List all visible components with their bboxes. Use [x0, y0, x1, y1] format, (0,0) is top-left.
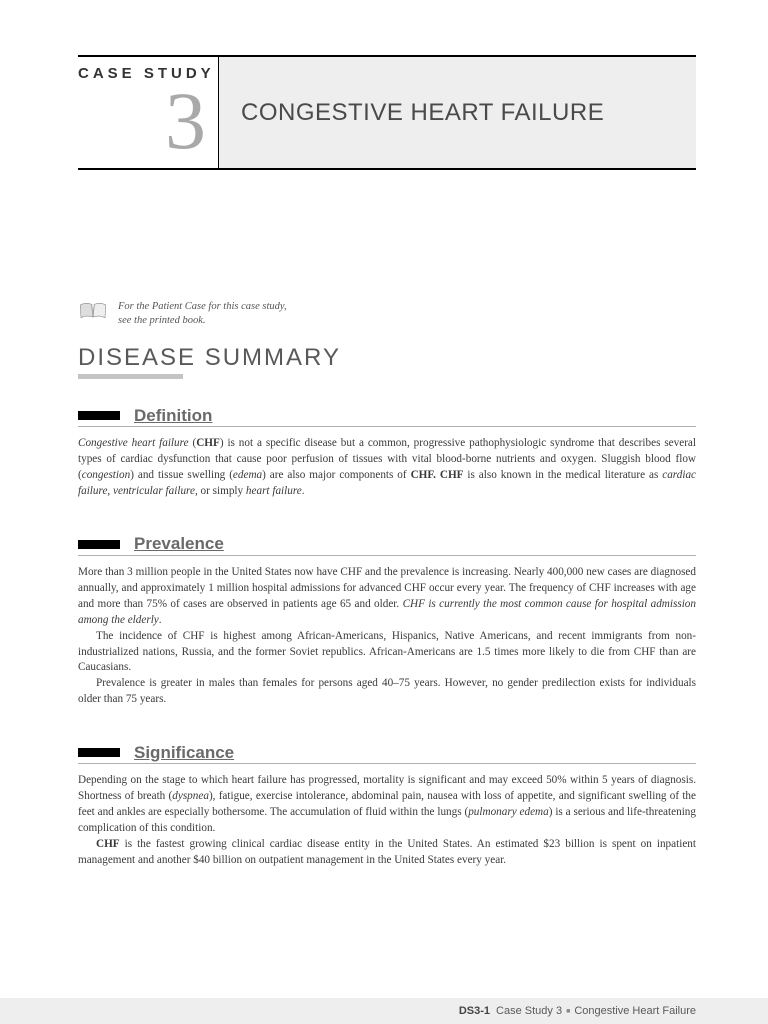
section-body-significance: Depending on the stage to which heart fa…	[78, 773, 696, 868]
section-title-prevalence: Prevalence	[134, 534, 224, 554]
case-number: 3	[78, 88, 218, 154]
patient-note-line2: see the printed book.	[118, 315, 205, 326]
case-study-header: CASE STUDY 3 CONGESTIVE HEART FAILURE	[78, 55, 696, 170]
section-bar	[78, 748, 120, 757]
case-title: CONGESTIVE HEART FAILURE	[241, 99, 604, 127]
disease-summary-underline	[78, 374, 183, 379]
section-heading-definition: Definition	[78, 405, 696, 427]
header-left: CASE STUDY 3	[78, 57, 218, 168]
section-title-significance: Significance	[134, 743, 234, 763]
footer-case: Case Study 3	[496, 1005, 562, 1017]
section-heading-prevalence: Prevalence	[78, 534, 696, 556]
section-body-definition: Congestive heart failure (CHF) is not a …	[78, 436, 696, 500]
document-page: CASE STUDY 3 CONGESTIVE HEART FAILURE Fo…	[0, 0, 768, 1024]
header-right: CONGESTIVE HEART FAILURE	[218, 57, 696, 168]
section-bar	[78, 411, 120, 420]
section-title-definition: Definition	[134, 406, 212, 426]
footer-separator-icon: ■	[566, 1008, 570, 1015]
footer-code: DS3-1	[459, 1005, 490, 1017]
footer-title: Congestive Heart Failure	[574, 1005, 696, 1017]
page-footer: DS3-1 Case Study 3 ■ Congestive Heart Fa…	[0, 998, 768, 1024]
book-icon	[78, 300, 108, 327]
patient-note-text: For the Patient Case for this case study…	[118, 300, 287, 328]
patient-note-line1: For the Patient Case for this case study…	[118, 301, 287, 312]
disease-summary-heading: DISEASE SUMMARY	[78, 344, 696, 372]
section-heading-significance: Significance	[78, 742, 696, 764]
section-body-prevalence: More than 3 million people in the United…	[78, 565, 696, 708]
section-bar	[78, 540, 120, 549]
patient-case-note: For the Patient Case for this case study…	[78, 300, 696, 328]
